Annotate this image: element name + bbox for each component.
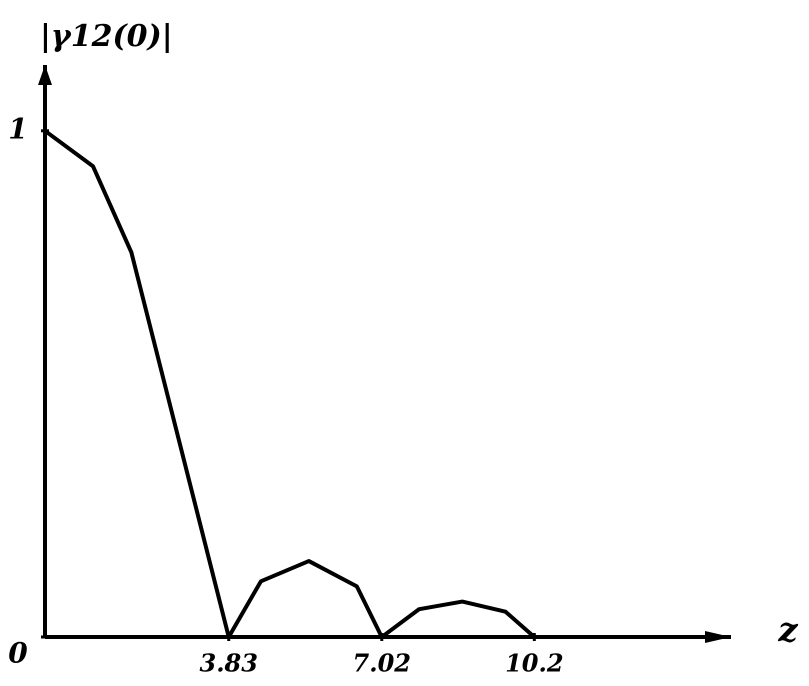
x-tick-label: 3.83 [200, 649, 258, 678]
x-axis-arrow [705, 631, 731, 643]
y-tick-label: 1 [8, 112, 27, 145]
x-axis-label: z [777, 610, 798, 650]
y-axis-arrow [38, 65, 52, 85]
x-tick-label: 10.2 [505, 649, 563, 678]
y-axis-label: |γ12(0)| [40, 19, 173, 54]
x-tick-label: 7.02 [353, 649, 411, 678]
y-tick-label: 0 [8, 637, 28, 670]
curve [43, 129, 536, 639]
